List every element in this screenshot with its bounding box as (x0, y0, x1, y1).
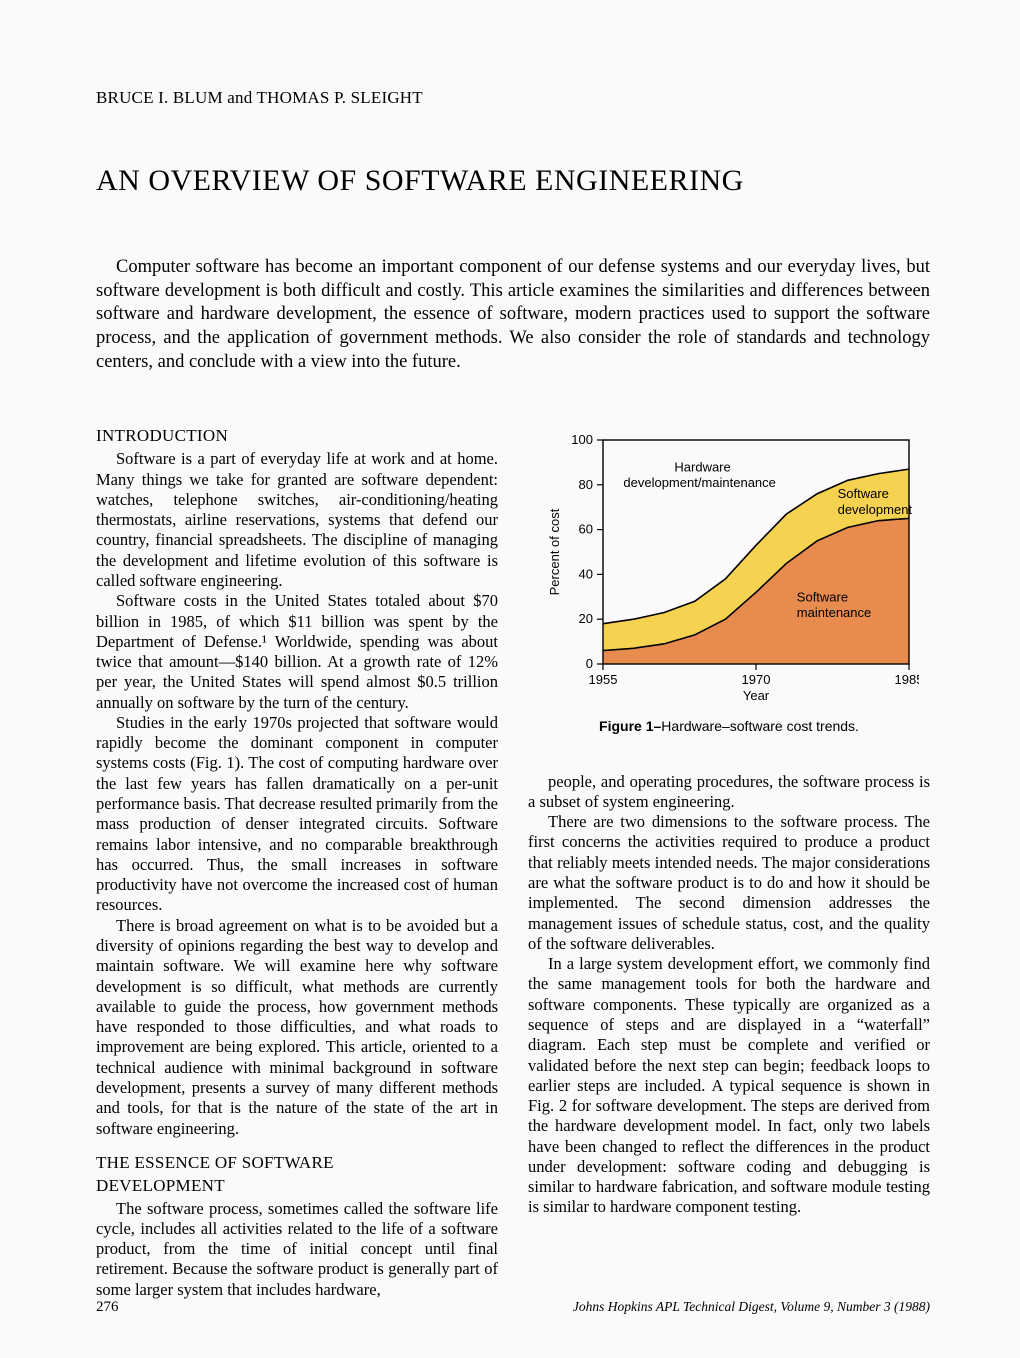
cost-trends-chart: 0 20 40 60 80 100 1955 1970 1985 Year Percent of c… (539, 430, 919, 710)
two-column-body: INTRODUCTION Software is a part of every… (96, 426, 930, 1300)
svg-text:1970: 1970 (742, 672, 771, 687)
article-title: AN OVERVIEW OF SOFTWARE ENGINEERING (96, 164, 930, 198)
right-column: 0 20 40 60 80 100 1955 1970 1985 Year Percent of c… (528, 426, 930, 1300)
authors-line: BRUCE I. BLUM and THOMAS P. SLEIGHT (96, 88, 930, 108)
section-heading-introduction: INTRODUCTION (96, 426, 498, 447)
svg-text:1955: 1955 (589, 672, 618, 687)
paragraph: Software costs in the United States tota… (96, 591, 498, 713)
left-column: INTRODUCTION Software is a part of every… (96, 426, 498, 1300)
svg-text:60: 60 (579, 522, 593, 537)
svg-text:1985: 1985 (895, 672, 919, 687)
svg-text:maintenance: maintenance (797, 605, 871, 620)
section-heading-essence-line2: DEVELOPMENT (96, 1176, 498, 1197)
svg-text:Software: Software (838, 487, 889, 502)
figure-1-caption-lead: Figure 1– (599, 718, 661, 734)
svg-text:Percent of cost: Percent of cost (547, 509, 562, 596)
figure-1-caption: Figure 1–Hardware–software cost trends. (528, 718, 930, 735)
figure-1-caption-rest: Hardware–software cost trends. (661, 718, 859, 734)
paragraph: There are two dimensions to the software… (528, 812, 930, 954)
paragraph: In a large system development effort, we… (528, 954, 930, 1218)
svg-text:development/maintenance: development/maintenance (623, 475, 776, 490)
svg-text:100: 100 (571, 432, 593, 447)
svg-text:development: development (838, 502, 913, 517)
paragraph: Studies in the early 1970s projected tha… (96, 713, 498, 916)
svg-text:Software: Software (797, 590, 848, 605)
svg-text:20: 20 (579, 612, 593, 627)
section-heading-essence-line1: THE ESSENCE OF SOFTWARE (96, 1153, 498, 1174)
svg-text:Year: Year (743, 688, 770, 703)
page: BRUCE I. BLUM and THOMAS P. SLEIGHT AN O… (0, 0, 1020, 1358)
paragraph: The software process, sometimes called t… (96, 1199, 498, 1300)
svg-text:40: 40 (579, 567, 593, 582)
svg-text:0: 0 (586, 656, 593, 671)
paragraph: Software is a part of everyday life at w… (96, 449, 498, 591)
figure-1: 0 20 40 60 80 100 1955 1970 1985 Year Percent of c… (528, 430, 930, 735)
journal-ref: Johns Hopkins APL Technical Digest, Volu… (573, 1299, 930, 1316)
svg-text:Hardware: Hardware (674, 460, 730, 475)
abstract: Computer software has become an importan… (96, 256, 930, 374)
spacer (96, 1139, 498, 1153)
paragraph: people, and operating procedures, the so… (528, 772, 930, 813)
paragraph: There is broad agreement on what is to b… (96, 916, 498, 1139)
page-number: 276 (96, 1299, 119, 1316)
page-footer: 276 Johns Hopkins APL Technical Digest, … (96, 1299, 930, 1316)
svg-text:80: 80 (579, 477, 593, 492)
